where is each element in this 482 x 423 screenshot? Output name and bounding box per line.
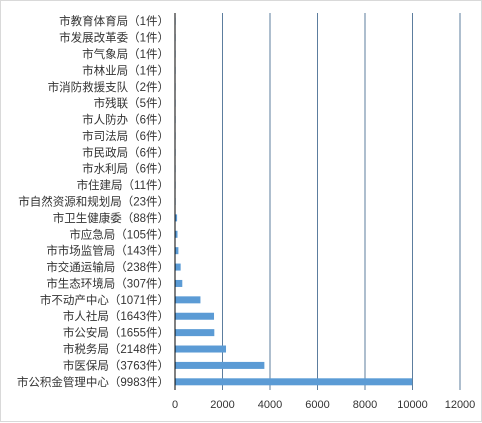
category-label: 市林业局（1件） (82, 63, 169, 77)
category-label: 市公安局（1655件） (63, 326, 169, 340)
category-label: 市民政局（6件） (82, 145, 169, 159)
bar (175, 279, 183, 287)
category-label: 市消防救援支队（2件） (48, 80, 169, 94)
category-label: 市市场监管局（143件） (46, 244, 169, 258)
category-label: 市生态环境局（307件） (46, 276, 169, 290)
category-label: 市司法局（6件） (82, 129, 169, 143)
bar (175, 247, 179, 255)
category-label: 市交通运输局（238件） (46, 260, 169, 274)
category-label: 市医保局（3763件） (63, 358, 169, 372)
category-label: 市公积金管理中心（9983件） (17, 375, 169, 389)
bar (175, 214, 178, 222)
bars (175, 17, 413, 386)
x-tick-label: 12000 (445, 399, 476, 411)
category-label: 市应急局（105件） (69, 227, 169, 241)
bar (175, 378, 413, 386)
category-label: 市不动产中心（1071件） (40, 293, 169, 307)
category-label: 市气象局（1件） (82, 47, 169, 61)
x-tick-label: 8000 (353, 399, 377, 411)
category-label: 市住建局（11件） (77, 178, 169, 192)
x-tick-label: 0 (172, 399, 178, 411)
bar (175, 230, 178, 238)
category-label: 市水利局（6件） (82, 162, 169, 176)
category-label: 市发展改革委（1件） (59, 31, 169, 45)
bar (175, 296, 201, 304)
category-label: 市税务局（2148件） (63, 342, 169, 356)
category-label: 市自然资源和规划局（23件） (18, 195, 169, 209)
category-labels: 市公积金管理中心（9983件） 市医保局（3763件） 市税务局（2148件） 市公安… (17, 14, 169, 389)
bar (175, 329, 215, 337)
category-label: 市人防办（6件） (82, 113, 169, 127)
category-label: 市人社局（1643件） (63, 309, 169, 323)
category-label: 市残联（5件） (94, 96, 169, 110)
bar (175, 345, 227, 353)
gridlines (222, 13, 461, 390)
bar (175, 263, 181, 271)
x-tick-labels: 0 2000 4000 6000 8000 10000 12000 (172, 399, 475, 411)
bar (175, 361, 265, 369)
x-tick-label: 10000 (397, 399, 428, 411)
x-tick-label: 6000 (305, 399, 329, 411)
x-tick-label: 2000 (210, 399, 234, 411)
bar (175, 312, 215, 320)
x-tick-label: 4000 (258, 399, 282, 411)
category-label: 市教育体育局（1件） (59, 14, 169, 28)
category-label: 市卫生健康委（88件） (53, 211, 169, 225)
